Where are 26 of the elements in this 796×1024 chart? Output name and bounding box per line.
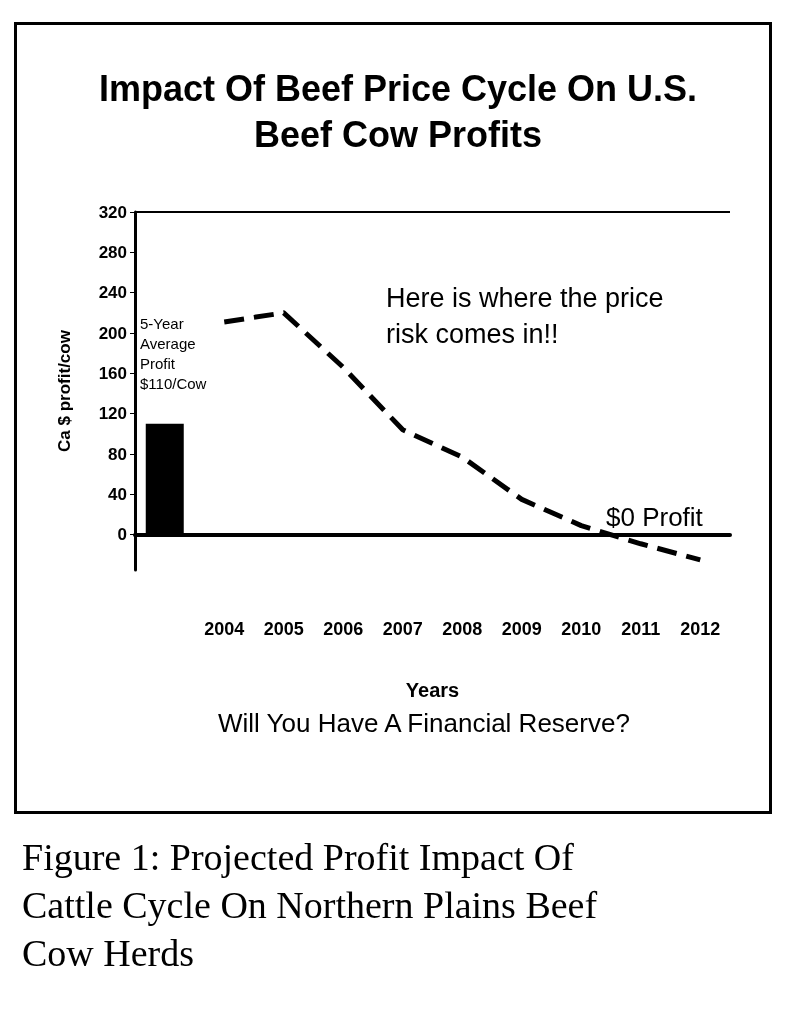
y-tick-label: 160 <box>98 363 127 383</box>
x-tick-label: 2012 <box>680 619 721 639</box>
y-tick-label: 280 <box>98 242 127 262</box>
annotation: Here is where the price risk comes in!! <box>386 283 664 349</box>
y-tick-label: 40 <box>108 484 127 504</box>
annotation: $0 Profit <box>606 502 704 532</box>
annotation: 5-Year Average Profit $110/Cow <box>140 314 207 392</box>
y-tick-label: 240 <box>98 283 127 303</box>
y-tick-label: 80 <box>108 444 127 464</box>
text: Will You Have A Financial Reserve? <box>218 708 630 738</box>
y-tick-label: 0 <box>117 525 127 545</box>
x-tick-label: 2011 <box>621 619 661 639</box>
x-tick-label: 2006 <box>323 619 364 639</box>
x-tick-label: 2007 <box>382 619 423 639</box>
y-tick-label: 200 <box>98 323 127 343</box>
x-tick-label: 2005 <box>263 619 304 639</box>
x-tick-label: 2004 <box>204 619 245 639</box>
y-tick-label: 320 <box>98 202 127 222</box>
caption: Figure 1: Projected Profit Impact Of Cattle Cycle On Northern Plains Beef Cow Herds <box>22 836 598 974</box>
x-tick-label: 2009 <box>501 619 542 639</box>
y-tick-label: 120 <box>98 404 127 424</box>
x-tick-label: 2008 <box>442 619 483 639</box>
x-axis-title: Years <box>405 679 460 701</box>
chart-title: Impact Of Beef Price Cycle On U.S. Beef Cow Profits <box>98 67 698 155</box>
y-axis-title: Ca $ profit/cow <box>55 329 74 452</box>
x-tick-label: 2010 <box>561 619 602 639</box>
